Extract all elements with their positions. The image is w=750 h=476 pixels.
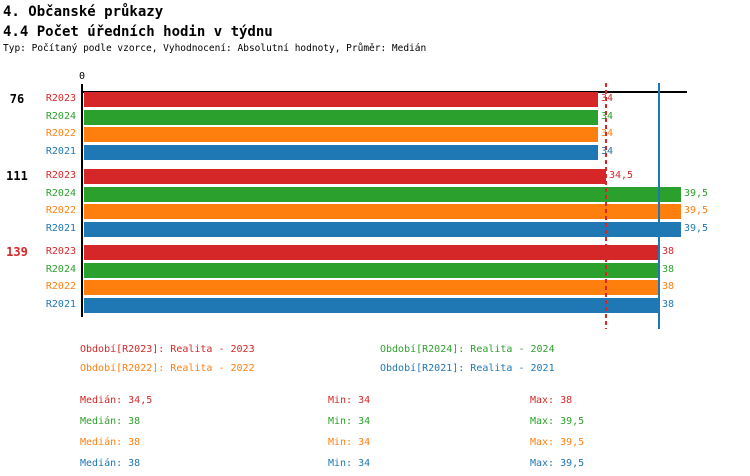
value-label-r2023-group-111: 34,5 [609,170,634,181]
group-label-111: 111 [6,169,28,183]
stat-max-r2021: Max: 39,5 [530,458,585,469]
chart-title: 4.4 Počet úředních hodin v týdnu [3,24,273,40]
bar-r2021-group-111 [84,222,681,237]
report-section-title: 4. Občanské průkazy [3,4,164,20]
stat-median-r2023: Medián: 34,5 [80,395,153,406]
axis-left-line [81,84,83,317]
series-label-r2023-group-76: R2023 [45,93,76,104]
bar-r2022-group-111 [84,204,681,219]
stat-median-r2022: Medián: 38 [80,437,141,448]
value-label-r2021-group-111: 39,5 [684,223,709,234]
group-label-139: 139 [6,245,28,259]
value-label-r2023-group-139: 38 [662,246,675,257]
median-line-r2021 [657,83,660,329]
bar-r2024-group-139 [84,263,659,278]
stat-max-r2023: Max: 38 [530,395,573,406]
series-label-r2024-group-76: R2024 [45,111,76,122]
bar-r2024-group-76 [84,110,598,125]
series-label-r2023-group-111: R2023 [45,170,76,181]
series-label-r2022-group-76: R2022 [45,128,76,139]
legend-item-r2021: Období[R2021]: Realita - 2021 [380,363,555,374]
series-label-r2022-group-111: R2022 [45,205,76,216]
series-label-r2024-group-111: R2024 [45,188,76,199]
legend-item-r2024: Období[R2024]: Realita - 2024 [380,344,555,355]
bar-r2022-group-139 [84,280,659,295]
stat-min-r2022: Min: 34 [328,437,371,448]
value-label-r2024-group-111: 39,5 [684,188,709,199]
median-line-r2023 [604,83,607,329]
value-label-r2024-group-139: 38 [662,264,675,275]
stat-min-r2024: Min: 34 [328,416,371,427]
stat-max-r2022: Max: 39,5 [530,437,585,448]
value-label-r2022-group-111: 39,5 [684,205,709,216]
series-label-r2024-group-139: R2024 [45,264,76,275]
bar-r2023-group-111 [84,169,606,184]
legend-item-r2022: Období[R2022]: Realita - 2022 [80,363,255,374]
stat-min-r2021: Min: 34 [328,458,371,469]
stat-median-r2024: Medián: 38 [80,416,141,427]
value-label-r2021-group-76: 34 [601,146,614,157]
series-label-r2021-group-76: R2021 [45,146,76,157]
value-label-r2022-group-76: 34 [601,128,614,139]
stat-max-r2024: Max: 39,5 [530,416,585,427]
value-label-r2022-group-139: 38 [662,281,675,292]
axis-zero-label: 0 [78,71,86,82]
bar-r2023-group-139 [84,245,659,260]
chart-subtitle: Typ: Počítaný podle vzorce, Vyhodnocení:… [3,43,427,54]
bar-r2021-group-76 [84,145,598,160]
legend-item-r2023: Období[R2023]: Realita - 2023 [80,344,255,355]
bar-r2021-group-139 [84,298,659,313]
bar-r2022-group-76 [84,127,598,142]
series-label-r2021-group-111: R2021 [45,223,76,234]
value-label-r2021-group-139: 38 [662,299,675,310]
value-label-r2024-group-76: 34 [601,111,614,122]
bar-r2023-group-76 [84,92,598,107]
series-label-r2021-group-139: R2021 [45,299,76,310]
stat-median-r2021: Medián: 38 [80,458,141,469]
stat-min-r2023: Min: 34 [328,395,371,406]
value-label-r2023-group-76: 34 [601,93,614,104]
group-label-76: 76 [9,92,25,106]
series-label-r2022-group-139: R2022 [45,281,76,292]
series-label-r2023-group-139: R2023 [45,246,76,257]
bar-r2024-group-111 [84,187,681,202]
